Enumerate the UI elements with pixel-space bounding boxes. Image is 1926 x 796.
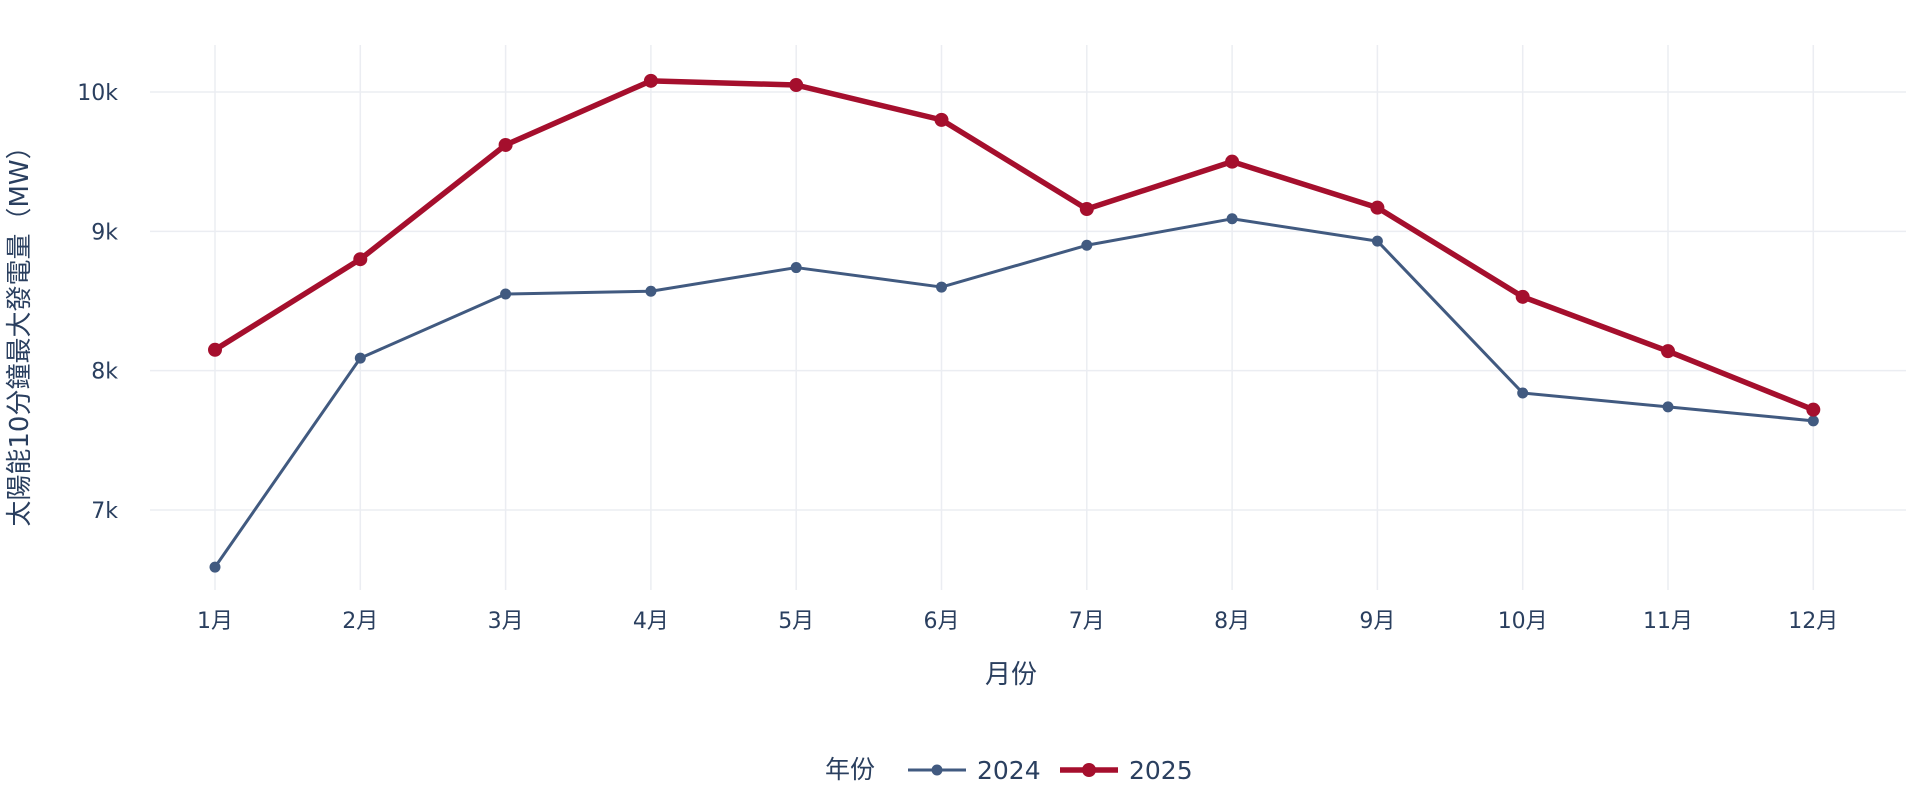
y-tick-label: 8k [91,360,118,385]
y-gridlines [150,91,1906,511]
y-tick-label: 7k [91,499,118,524]
data-point [498,137,513,152]
data-point [1371,235,1383,247]
data-point [1081,239,1093,251]
x-tick-label: 4月 [633,609,669,634]
data-point [1079,202,1094,217]
x-tick-labels: 1月 2月 3月 4月 5月 6月 7月 8月 9月 10月 11月 12月 [197,609,1838,634]
data-point [1806,402,1821,417]
data-point [643,73,658,88]
x-tick-label: 9月 [1359,609,1395,634]
data-point [1807,415,1819,427]
data-point [1515,289,1530,304]
x-tick-label: 3月 [488,609,524,634]
y-tick-labels: 7k 8k 9k 10k [77,81,118,524]
data-point [789,78,804,93]
legend-item: 2025 [1060,756,1193,785]
data-point [790,262,802,274]
series-layer [208,73,1821,573]
x-tick-label: 5月 [778,609,814,634]
legend-swatch-marker [1082,763,1096,777]
x-axis-title: 月份 [985,660,1037,690]
y-axis-title: 太陽能10分鐘最大發電量（MW） [5,133,35,526]
series-line [212,78,1817,413]
x-tick-label: 7月 [1069,609,1105,634]
data-point [353,252,368,267]
data-point [208,342,222,357]
legend-label: 2024 [977,756,1041,785]
x-tick-label: 10月 [1498,609,1548,634]
data-point [354,352,366,364]
data-point [500,288,512,300]
data-point [934,112,949,127]
x-tick-label: 6月 [924,609,960,634]
x-tick-label: 12月 [1788,609,1838,634]
y-tick-label: 9k [91,220,118,245]
legend-items: 2024 2025 [908,756,1193,785]
data-point [1225,154,1240,169]
legend-label: 2025 [1129,756,1193,785]
legend-title: 年份 [825,755,875,784]
data-point [1662,401,1674,413]
data-point [645,285,657,297]
x-gridlines [214,45,1815,590]
legend-swatch-marker [931,764,943,776]
data-point [1226,213,1238,225]
legend: 年份 2024 2025 [825,755,1193,785]
data-point [1517,387,1529,399]
x-tick-label: 11月 [1643,609,1693,634]
x-tick-label: 1月 [197,609,233,634]
data-point [936,281,947,293]
legend-item: 2024 [908,756,1041,785]
data-point [209,561,221,573]
x-tick-label: 2月 [342,609,378,634]
y-tick-label: 10k [77,81,118,106]
data-point [1370,200,1385,215]
series-2024 [209,213,1819,573]
series-2025 [208,73,1821,417]
x-tick-label: 8月 [1214,609,1250,634]
data-point [1661,344,1675,359]
series-line [213,217,1815,569]
